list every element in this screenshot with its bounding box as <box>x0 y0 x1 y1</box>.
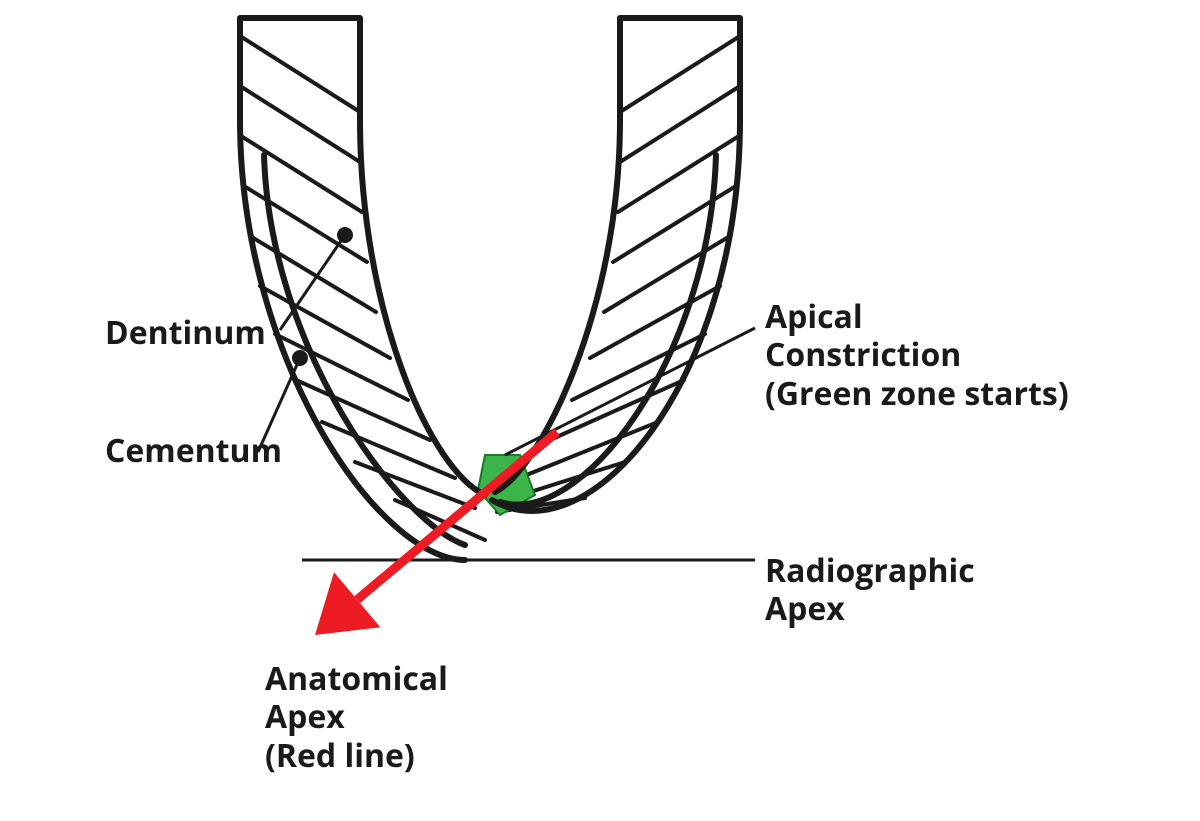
hatch-right-3 <box>613 186 736 262</box>
hatch-left-3 <box>244 186 367 262</box>
dot-cementum <box>292 350 308 366</box>
label-anatomical: Anatomical Apex (Red line) <box>265 660 448 775</box>
hatch-left-2 <box>241 136 362 212</box>
anatomical-apex-arrow-head <box>315 572 380 635</box>
leader-apical <box>505 328 755 455</box>
hatch-right-0 <box>620 36 740 112</box>
hatch-left-8 <box>322 422 455 478</box>
dot-dentinum <box>337 227 353 243</box>
hatch-left-0 <box>240 36 360 112</box>
outline-outer-left <box>240 18 465 560</box>
hatch-right-6 <box>572 334 705 400</box>
label-dentinum: Dentinum <box>105 314 266 352</box>
hatch-right-2 <box>618 136 739 212</box>
label-cementum: Cementum <box>105 432 282 470</box>
hatch-right-1 <box>620 86 740 162</box>
outline-inner-right <box>495 18 620 492</box>
hatch-left-1 <box>240 86 360 162</box>
outline-inner-left <box>360 18 485 495</box>
label-apical: Apical Constriction (Green zone starts) <box>765 298 1069 413</box>
label-radiographic: Radiographic Apex <box>765 552 975 629</box>
